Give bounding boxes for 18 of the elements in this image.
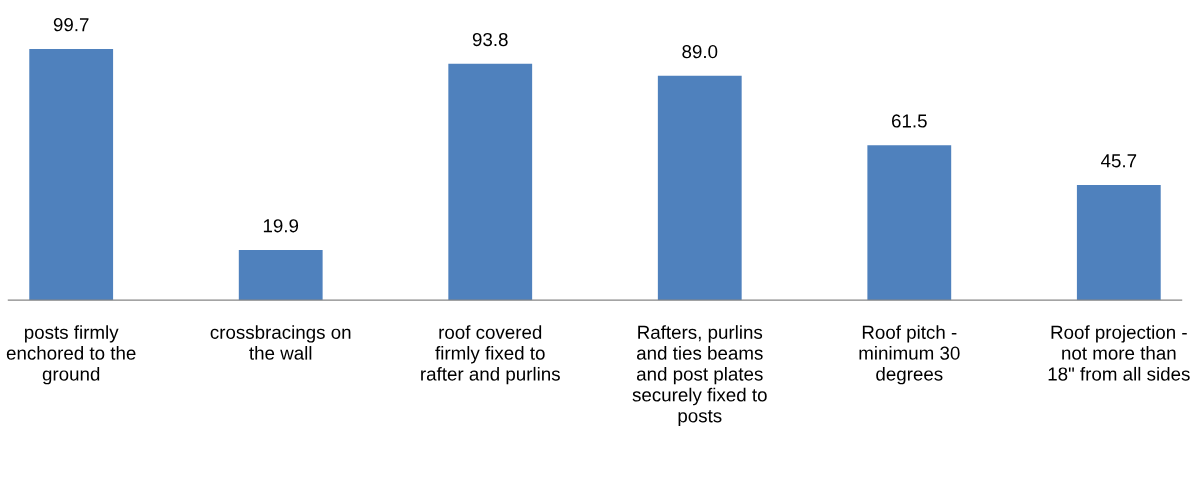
bar	[448, 63, 533, 301]
data-label: 45.7	[1101, 154, 1137, 168]
bar	[29, 48, 114, 301]
x-tick-label: Rafters, purlins and ties beams and post plates securely fixed to posts	[632, 325, 767, 427]
data-label: 99.7	[53, 18, 89, 32]
bar	[238, 250, 323, 301]
x-tick-label: posts firmly enchored to the ground	[6, 325, 136, 385]
bar	[1076, 184, 1161, 301]
bar	[867, 145, 952, 301]
x-tick-label: Roof projection - not more than 18" from all sides	[1048, 325, 1190, 381]
data-label: 19.9	[263, 219, 299, 233]
bar	[657, 75, 742, 301]
data-label: 89.0	[682, 45, 718, 59]
x-tick-label: Roof pitch - minimum 30 degrees	[859, 325, 960, 385]
x-tick-label: roof covered firmly fixed to rafter and purlins	[421, 325, 560, 385]
x-tick-label: crossbracings on the wall	[210, 325, 351, 360]
data-label: 93.8	[472, 32, 508, 47]
data-label: 61.5	[891, 114, 927, 128]
